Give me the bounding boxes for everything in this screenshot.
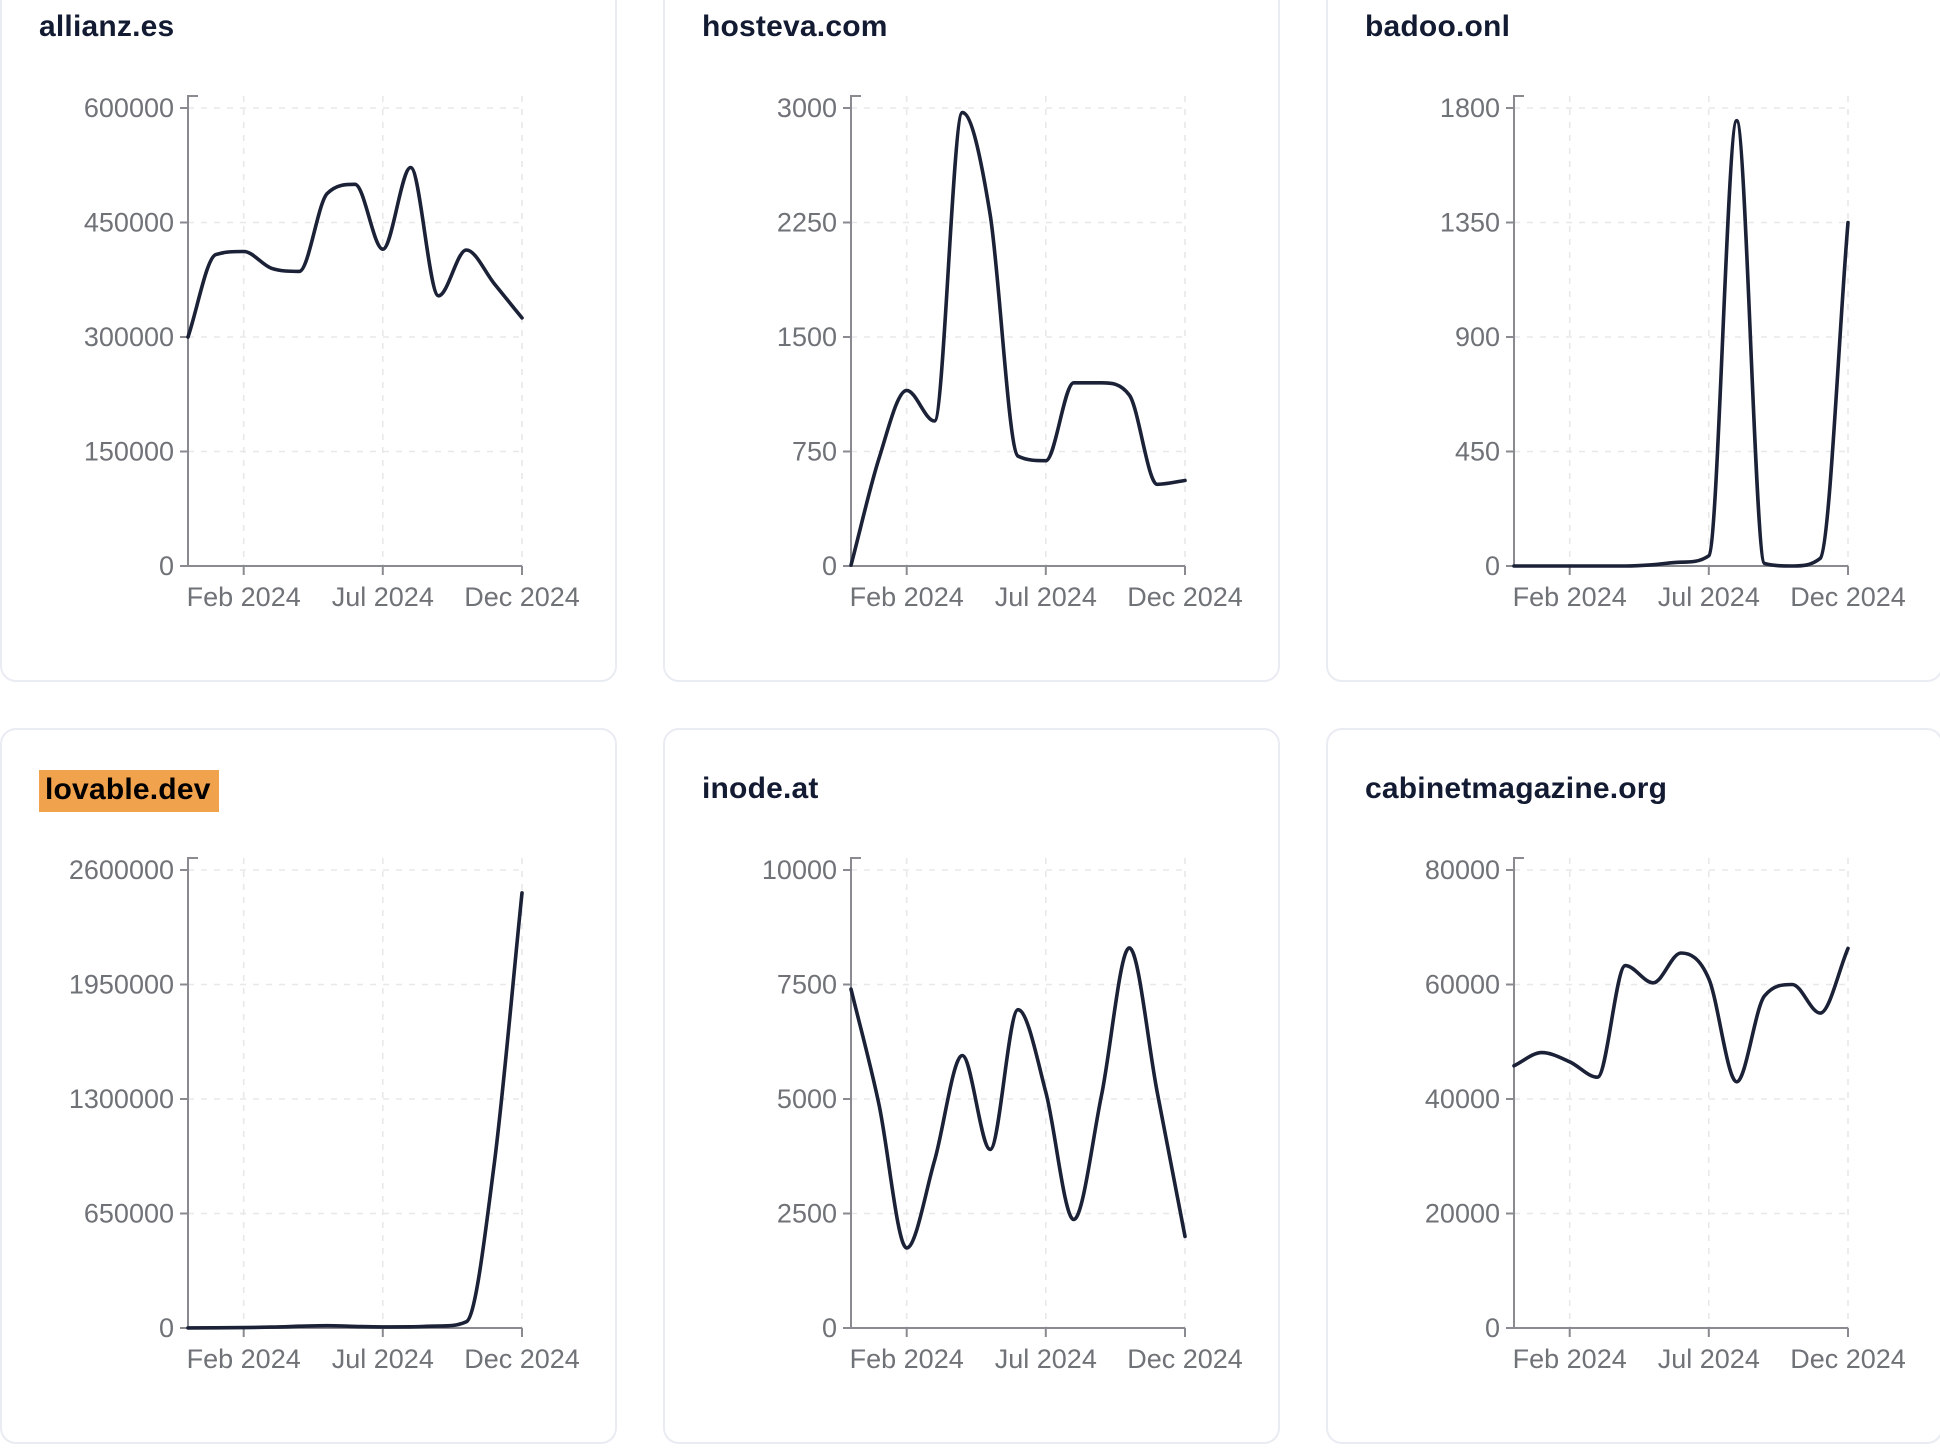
chart-card-allianz[interactable]: allianz.es 0 150000 300000 450000 600000 Feb … [0, 0, 617, 682]
x-tick-label: Feb 2024 [1513, 582, 1627, 612]
x-tick-label: Jul 2024 [995, 1344, 1097, 1374]
x-tick-label: Dec 2024 [1127, 1344, 1243, 1374]
y-tick-label: 1500 [777, 322, 837, 352]
line-chart: 0 20000 40000 60000 80000 Feb 2024 Jul 2024 Dec… [1425, 855, 1906, 1374]
domain-title: hosteva.com [702, 10, 888, 43]
y-tick-label: 2250 [777, 208, 837, 238]
x-tick-label: Feb 2024 [187, 1344, 301, 1374]
domain-title: badoo.onl [1365, 10, 1511, 43]
axis-domain [187, 857, 522, 1329]
y-tick-label: 40000 [1425, 1084, 1500, 1114]
series-line [849, 946, 1187, 1250]
axis-domain [850, 95, 1185, 567]
card-title: hosteva.com [702, 8, 888, 46]
card-title: inode.at [702, 770, 819, 808]
card-title: cabinetmagazine.org [1365, 770, 1667, 808]
y-tick-label: 80000 [1425, 855, 1500, 885]
y-tick-label: 1800 [1440, 93, 1500, 123]
chart-card-badoo[interactable]: badoo.onl 0 450 900 1350 1800 Feb 2024 Jul 202… [1326, 0, 1940, 682]
line-chart: 0 650000 1300000 1950000 2600000 Feb 2024 Jul … [69, 855, 580, 1374]
axis-domain [1513, 857, 1848, 1329]
y-tick-label: 450 [1455, 437, 1500, 467]
y-tick-label: 600000 [84, 93, 174, 123]
y-tick-label: 650000 [84, 1199, 174, 1229]
axis-domain [1513, 95, 1848, 567]
x-tick-label: Jul 2024 [1658, 1344, 1760, 1374]
series-line [1512, 946, 1850, 1084]
axis-domain [187, 95, 522, 567]
axis-domain [850, 857, 1185, 1329]
domain-title: cabinetmagazine.org [1365, 772, 1668, 805]
x-tick-label: Jul 2024 [332, 582, 434, 612]
y-tick-label: 0 [1485, 1313, 1500, 1343]
x-tick-label: Feb 2024 [187, 582, 301, 612]
y-tick-label: 0 [159, 1313, 174, 1343]
x-tick-label: Feb 2024 [1513, 1344, 1627, 1374]
x-tick-label: Dec 2024 [1790, 582, 1906, 612]
x-tick-label: Feb 2024 [850, 1344, 964, 1374]
y-tick-label: 10000 [762, 855, 837, 885]
y-tick-label: 3000 [777, 93, 837, 123]
y-tick-label: 2500 [777, 1199, 837, 1229]
line-chart: 0 750 1500 2250 3000 Feb 2024 Jul 2024 Dec 2024 [777, 93, 1243, 612]
y-tick-label: 2600000 [69, 855, 174, 885]
x-tick-label: Dec 2024 [464, 582, 580, 612]
line-chart: 0 150000 300000 450000 600000 Feb 2024 Jul 202… [84, 93, 580, 612]
y-tick-label: 750 [792, 437, 837, 467]
y-tick-label: 0 [822, 1313, 837, 1343]
chart-card-lovable[interactable]: lovable.dev 0 650000 1300000 1950000 2600000… [0, 728, 617, 1444]
card-title: badoo.onl [1365, 8, 1510, 46]
y-tick-label: 1350 [1440, 208, 1500, 238]
y-tick-label: 5000 [777, 1084, 837, 1114]
x-tick-label: Dec 2024 [1127, 582, 1243, 612]
series-line [186, 891, 524, 1330]
y-tick-label: 0 [1485, 551, 1500, 581]
domain-title-highlighted: lovable.dev [39, 770, 219, 812]
y-tick-label: 7500 [777, 970, 837, 1000]
domain-title: allianz.es [39, 10, 175, 43]
chart-card-inode[interactable]: inode.at 0 2500 5000 7500 10000 Feb 2024 Jul 2… [663, 728, 1280, 1444]
x-tick-label: Jul 2024 [1658, 582, 1760, 612]
y-tick-label: 0 [159, 551, 174, 581]
y-tick-label: 0 [822, 551, 837, 581]
series-line [1512, 118, 1850, 568]
y-tick-label: 20000 [1425, 1199, 1500, 1229]
y-tick-label: 1950000 [69, 970, 174, 1000]
x-tick-label: Jul 2024 [995, 582, 1097, 612]
x-tick-label: Dec 2024 [1790, 1344, 1906, 1374]
line-chart: 0 450 900 1350 1800 Feb 2024 Jul 2024 Dec 2024 [1440, 93, 1906, 612]
line-chart: 0 2500 5000 7500 10000 Feb 2024 Jul 2024 Dec 20… [762, 855, 1243, 1374]
x-tick-label: Dec 2024 [464, 1344, 580, 1374]
y-tick-label: 60000 [1425, 970, 1500, 1000]
domain-title: inode.at [702, 772, 819, 805]
card-title: allianz.es [39, 8, 174, 46]
y-tick-label: 1300000 [69, 1084, 174, 1114]
y-tick-label: 450000 [84, 208, 174, 238]
series-line [849, 110, 1187, 567]
y-tick-label: 150000 [84, 437, 174, 467]
series-line [186, 165, 524, 339]
x-tick-label: Jul 2024 [332, 1344, 434, 1374]
chart-card-cabinetmagazine[interactable]: cabinetmagazine.org 0 20000 40000 60000 8000… [1326, 728, 1940, 1444]
y-tick-label: 300000 [84, 322, 174, 352]
card-title: lovable.dev [39, 770, 219, 812]
y-tick-label: 900 [1455, 322, 1500, 352]
x-tick-label: Feb 2024 [850, 582, 964, 612]
chart-card-hosteva[interactable]: hosteva.com 0 750 1500 2250 3000 Feb 2024 Jul … [663, 0, 1280, 682]
